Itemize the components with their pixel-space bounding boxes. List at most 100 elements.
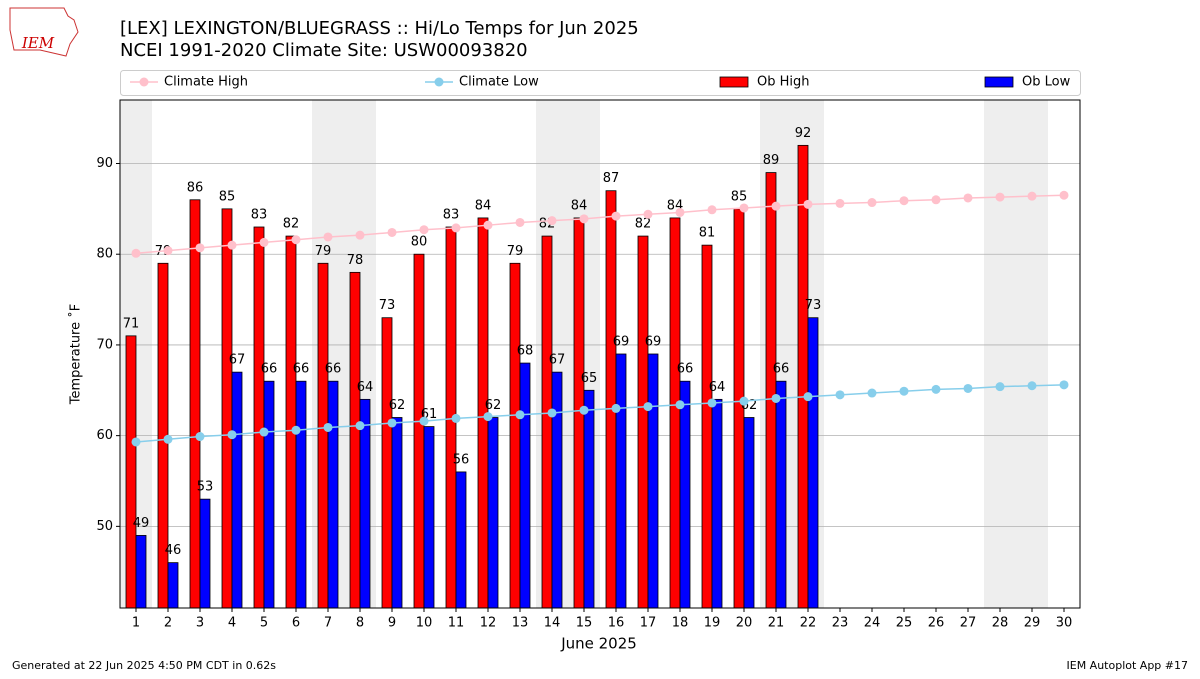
line-marker — [867, 198, 877, 208]
bar — [615, 353, 627, 609]
bar-label: 66 — [773, 362, 790, 377]
bar — [807, 317, 819, 609]
bar — [317, 262, 329, 609]
bar — [263, 380, 275, 609]
bar-label: 81 — [699, 226, 716, 241]
bar — [221, 208, 233, 609]
line-marker — [451, 413, 461, 423]
logo-text: IEM — [21, 34, 55, 52]
x-tick-label: 15 — [576, 616, 593, 631]
x-tick-label: 6 — [292, 616, 300, 631]
line-marker — [995, 192, 1005, 202]
bar-label: 83 — [443, 208, 460, 223]
y-tick-label: 50 — [96, 519, 113, 534]
bar — [231, 371, 243, 609]
x-tick-label: 20 — [736, 616, 753, 631]
bar-label: 69 — [613, 335, 630, 350]
bar — [583, 389, 595, 609]
bar-label: 78 — [347, 253, 364, 268]
line-marker — [963, 383, 973, 393]
line-marker — [483, 220, 493, 230]
logo: IEM — [9, 7, 79, 57]
line-marker — [899, 386, 909, 396]
line-marker — [675, 400, 685, 410]
bar-label: 85 — [219, 189, 236, 204]
line-marker — [515, 410, 525, 420]
line-marker — [675, 207, 685, 217]
bar-label: 92 — [795, 126, 812, 141]
line-marker — [643, 209, 653, 219]
bar-label: 69 — [645, 335, 662, 350]
bar — [295, 380, 307, 609]
bar-label: 68 — [517, 344, 534, 359]
bar — [647, 353, 659, 609]
bar — [701, 244, 713, 609]
bar-label: 66 — [677, 362, 694, 377]
legend-label: Ob High — [757, 75, 810, 90]
x-tick-label: 25 — [896, 616, 913, 631]
line-marker — [995, 382, 1005, 392]
chart-subtitle: NCEI 1991-2020 Climate Site: USW00093820 — [120, 40, 528, 61]
x-tick-label: 21 — [768, 616, 785, 631]
bar — [605, 190, 617, 609]
legend-marker — [434, 77, 444, 87]
plot-frame — [119, 99, 1081, 609]
bar-label: 87 — [603, 171, 620, 186]
line-marker — [131, 437, 141, 447]
line-marker — [259, 237, 269, 247]
bar — [327, 380, 339, 609]
bar-label: 79 — [507, 244, 524, 259]
line-marker — [611, 403, 621, 413]
x-tick-label: 23 — [832, 616, 849, 631]
x-tick-label: 2 — [164, 616, 172, 631]
bar — [509, 262, 521, 609]
bar — [775, 380, 787, 609]
line-marker — [515, 217, 525, 227]
bar — [167, 562, 179, 609]
line-marker — [899, 196, 909, 206]
bar-label: 67 — [229, 353, 246, 368]
bar — [541, 235, 553, 609]
line-marker — [419, 416, 429, 426]
bar — [765, 172, 777, 609]
bar-label: 62 — [485, 398, 502, 413]
bar-label: 84 — [571, 198, 588, 213]
legend-swatch — [984, 76, 1014, 88]
bar — [135, 535, 147, 609]
legend-label: Climate Low — [459, 75, 539, 90]
bar-label: 65 — [581, 371, 598, 386]
bar — [455, 471, 467, 609]
line-marker — [1059, 190, 1069, 200]
y-axis-label: Temperature ˚F — [68, 304, 84, 405]
y-tick-label: 80 — [96, 247, 113, 262]
x-tick-label: 9 — [388, 616, 396, 631]
x-tick-label: 3 — [196, 616, 204, 631]
line-marker — [547, 216, 557, 226]
line-marker — [163, 434, 173, 444]
line-marker — [195, 243, 205, 253]
legend-swatch — [719, 76, 749, 88]
bar — [125, 335, 137, 609]
line-marker — [1027, 381, 1037, 391]
legend-marker — [139, 77, 149, 87]
bar-label: 46 — [165, 543, 182, 558]
line-marker — [131, 248, 141, 258]
line-marker — [611, 211, 621, 221]
line-marker — [419, 225, 429, 235]
bar — [359, 398, 371, 609]
chart-title: [LEX] LEXINGTON/BLUEGRASS :: Hi/Lo Temps… — [120, 18, 639, 39]
line-marker — [739, 203, 749, 213]
bar-label: 85 — [731, 189, 748, 204]
bar-label: 84 — [475, 198, 492, 213]
bar-label: 56 — [453, 452, 470, 467]
bar-label: 64 — [709, 380, 726, 395]
y-tick-label: 70 — [96, 337, 113, 352]
x-tick-label: 1 — [132, 616, 140, 631]
line-marker — [803, 199, 813, 209]
line-marker — [1059, 380, 1069, 390]
bar-label: 86 — [187, 180, 204, 195]
line-marker — [579, 405, 589, 415]
bar — [679, 380, 691, 609]
bar-label: 71 — [123, 316, 140, 331]
